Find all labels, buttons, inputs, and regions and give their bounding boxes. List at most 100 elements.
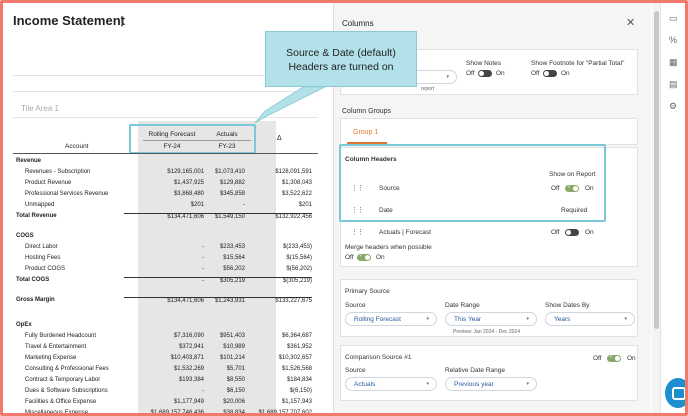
row-value-v1: $1,437,925 bbox=[173, 180, 204, 186]
table-row: Total COGS - $305,219 $(305,219) bbox=[3, 277, 333, 288]
account-header: Account bbox=[65, 143, 89, 150]
table-row: Product Revenue $1,437,925 $129,882 $1,308,… bbox=[3, 180, 333, 191]
table-row: Revenue bbox=[3, 158, 333, 169]
row-value-v3: $1,689,157,707,602 bbox=[258, 410, 312, 416]
callout-line-2: Headers are turned on bbox=[288, 61, 394, 73]
row-value-v3: $184,834 bbox=[286, 377, 312, 383]
relative-date-select[interactable]: Previous year ▾ bbox=[445, 377, 537, 391]
row-value-v2: $233,453 bbox=[219, 244, 245, 250]
merge-headers-label: Merge headers when possible bbox=[345, 244, 432, 251]
row-label: Revenues - Subscription bbox=[25, 169, 91, 175]
row-label: Hosting Fees bbox=[25, 255, 61, 261]
table-row: Consulting & Professional Fees $1,532,269… bbox=[3, 366, 333, 377]
panel-title: Columns bbox=[342, 19, 374, 28]
row-value-v2: $8,550 bbox=[226, 377, 245, 383]
group-tabs: Group 1 bbox=[340, 118, 638, 145]
table-icon[interactable]: ▦ bbox=[669, 57, 678, 67]
table-row: Facilities & Office Expense $1,177,949 $20… bbox=[3, 399, 333, 410]
row-value-v2: $305,219 bbox=[195, 277, 245, 284]
row-label: Unmapped bbox=[25, 202, 55, 208]
table-row: Professional Services Revenue $3,868,480 $… bbox=[3, 191, 333, 202]
row-value-v2: $10,989 bbox=[223, 344, 245, 350]
comparison-source-card: Comparison Source #1 Off ✓ On Source Rel… bbox=[340, 345, 638, 401]
af-on-label: On bbox=[585, 229, 594, 236]
table-row: Product COGS - $56,202 $(56,202) bbox=[3, 266, 333, 277]
header-row-actuals-forecast: Actuals | Forecast bbox=[379, 229, 431, 236]
merge-headers-toggle[interactable]: ✓ bbox=[357, 253, 371, 261]
tab-group-1[interactable]: Group 1 bbox=[353, 129, 379, 136]
source-select-value: Rolling Forecast bbox=[354, 316, 401, 323]
row-value-v2: $345,858 bbox=[219, 191, 245, 197]
comp-on-label: On bbox=[627, 355, 636, 362]
callout-line-1: Source & Date (default) bbox=[286, 47, 396, 59]
divider bbox=[13, 91, 318, 92]
settings-icon[interactable]: ⚙ bbox=[669, 101, 678, 111]
column-headers-heading: Column Headers bbox=[345, 156, 397, 163]
source-select[interactable]: Rolling Forecast ▾ bbox=[345, 312, 437, 326]
row-value-v1: $10,403,871 bbox=[170, 355, 204, 361]
merge-on-label: On bbox=[376, 254, 385, 261]
scrollbar-thumb[interactable] bbox=[654, 11, 659, 329]
row-value-v3: $133,227,675 bbox=[242, 297, 312, 304]
table-row: Total Revenue $134,471,606 $1,549,150 $132,… bbox=[3, 213, 333, 224]
row-value-v1: $1,532,269 bbox=[173, 366, 204, 372]
row-label: Consulting & Professional Fees bbox=[25, 366, 109, 372]
table-row: Dues & Software Subscriptions - $6,150 $(6,… bbox=[3, 388, 333, 399]
report-menu-button[interactable]: ⋮ bbox=[116, 14, 128, 28]
row-label: Travel & Entertainment bbox=[25, 344, 87, 350]
comp-source-select[interactable]: Actuals ▾ bbox=[345, 377, 437, 391]
notes-off-label: Off bbox=[466, 70, 475, 77]
comparison-source-heading: Comparison Source #1 bbox=[345, 354, 412, 361]
show-notes-toggle[interactable] bbox=[478, 70, 492, 77]
relative-date-value: Previous year bbox=[454, 381, 494, 388]
highlight-columns bbox=[138, 121, 276, 413]
row-value-v1: - bbox=[202, 244, 204, 250]
row-value-v1: $193,384 bbox=[178, 377, 204, 383]
table-row: Miscellaneous Expense $1,689,157,746,436 $… bbox=[3, 410, 333, 416]
right-icon-rail bbox=[660, 3, 685, 413]
actuals-forecast-toggle[interactable] bbox=[565, 229, 579, 236]
row-value-v3: $(6,150) bbox=[289, 388, 312, 394]
row-value-v2: $1,549,150 bbox=[195, 213, 245, 220]
row-value-v1: $3,868,480 bbox=[173, 191, 204, 197]
date-range-select[interactable]: This Year ▾ bbox=[445, 312, 537, 326]
columns-icon[interactable]: ▤ bbox=[669, 79, 678, 89]
row-value-v2: - bbox=[243, 202, 245, 208]
drag-handle-icon[interactable]: ⋮⋮ bbox=[351, 207, 364, 214]
table-row: Hosting Fees - $15,564 $(15,564) bbox=[3, 255, 333, 266]
row-label: Marketing Expense bbox=[25, 355, 77, 361]
date-required-label: Required bbox=[561, 207, 588, 214]
row-value-v2: $101,214 bbox=[219, 355, 245, 361]
row-value-v1: $201 bbox=[190, 202, 204, 208]
table-row: Travel & Entertainment $372,941 $10,989 $36… bbox=[3, 344, 333, 355]
row-value-v3: $1,526,568 bbox=[281, 366, 312, 372]
close-icon[interactable]: ✕ bbox=[626, 17, 636, 29]
header-underline bbox=[143, 140, 251, 141]
show-notes-label: Show Notes bbox=[466, 60, 502, 67]
show-dates-by-value: Years bbox=[554, 316, 571, 323]
column-headers-highlight bbox=[339, 144, 606, 222]
row-value-v1: - bbox=[202, 388, 204, 394]
row-value-v2: $951,403 bbox=[219, 333, 245, 339]
show-footnote-toggle[interactable] bbox=[543, 70, 557, 77]
row-label: Professional Services Revenue bbox=[25, 191, 109, 197]
row-value-v3: $(305,219) bbox=[242, 277, 312, 284]
drag-handle-icon[interactable]: ⋮⋮ bbox=[351, 185, 364, 192]
footnote-on-label: On bbox=[561, 70, 570, 77]
comment-icon[interactable]: ▭ bbox=[669, 13, 678, 23]
percent-icon[interactable]: % bbox=[669, 35, 678, 45]
source-toggle[interactable]: ✓ bbox=[565, 184, 579, 192]
comparison-toggle[interactable]: ✓ bbox=[607, 354, 621, 362]
chat-icon[interactable] bbox=[665, 378, 685, 408]
notes-on-label: On bbox=[496, 70, 505, 77]
drag-handle-icon[interactable]: ⋮⋮ bbox=[351, 229, 364, 236]
show-dates-by-select[interactable]: Years ▾ bbox=[545, 312, 635, 326]
row-value-v3: $6,364,687 bbox=[281, 333, 312, 339]
table-row: Contract & Temporary Labor $193,384 $8,550… bbox=[3, 377, 333, 388]
table-row: Unmapped $201 - $201 bbox=[3, 202, 333, 213]
row-value-v3: $1,157,943 bbox=[281, 399, 312, 405]
row-value-v1: $372,941 bbox=[178, 344, 204, 350]
row-label: Total COGS bbox=[16, 277, 50, 283]
primary-source-heading: Primary Source bbox=[345, 288, 390, 295]
